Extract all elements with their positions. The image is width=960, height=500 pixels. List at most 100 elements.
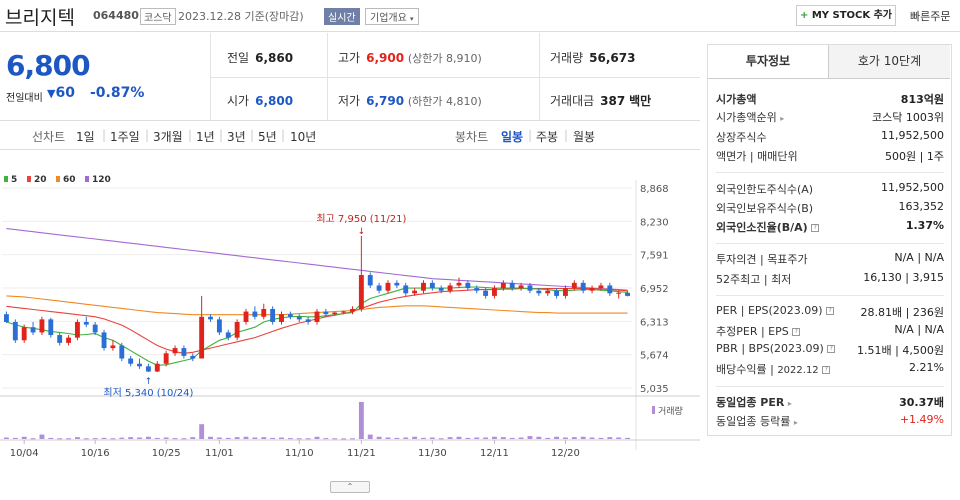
volume-bar [500,437,506,439]
candle-body [429,282,435,289]
arrow-right-icon: ▸ [780,114,785,123]
volume-bar [145,436,151,439]
candle-body [447,285,453,291]
volume-bar [66,438,71,440]
candle-body [376,285,382,291]
market-badge: 코스닥 [140,8,176,25]
volume-bar [234,437,240,439]
w52-high-value: 16,130 [863,271,902,284]
stock-chart[interactable]: 5 20 60 120 8,868 8,230 7,591 6,952 6,313 5,674 5,… [0,150,700,490]
period-5y[interactable]: 5년 [258,130,277,144]
candle-daily[interactable]: 일봉 [501,130,524,144]
period-10y[interactable]: 10년 [290,130,317,144]
sector-per-row: 동일업종 PER ▸ 30.37배 [716,394,944,410]
legend-label: 5 [11,175,17,185]
foreign-ratio-value: 1.37% [905,219,944,232]
w52-low-value: 3,915 [912,271,945,284]
volume-bar [190,437,196,439]
dividend-row: 배당수익률 | 2022.12 ? 2.21% [716,361,944,376]
period-3y[interactable]: 3년 [227,130,246,144]
market-cap-label: 시가총액 [716,93,757,106]
period-1w[interactable]: 1주일 [110,130,140,144]
period-1y[interactable]: 1년 [196,130,215,144]
volume-bar [101,437,107,439]
candle-body [199,316,205,359]
open-value: 6,800 [255,94,294,108]
candle-body [509,282,515,289]
low-price: 저가 6,790 (하한가 4,810) [338,92,482,109]
help-icon[interactable]: ? [822,366,831,374]
low-value: 6,790 [366,94,405,108]
realtime-button[interactable]: 실시간 [324,8,360,25]
chart-collapse-button[interactable]: ⌃ [330,481,370,493]
legend-label: 20 [34,175,47,185]
candle-body [279,314,284,322]
candle-body [154,363,160,372]
price-change-pct: -0.87% [90,85,145,101]
help-icon[interactable]: ? [792,328,801,336]
volume-bar [48,437,54,439]
est-eps-label: EPS [768,325,789,338]
candle-body [261,308,267,317]
trade-unit-label: 매매단위 [757,150,798,163]
volume-bar [21,436,27,439]
candle-body [545,290,551,294]
volume-bar [554,436,560,439]
candle-body [421,282,426,291]
candle-body [163,353,169,364]
volume-bar [509,437,515,439]
amount-value: 387 [600,94,626,108]
separator: | [281,128,286,142]
prev-close-label: 전일 [227,51,250,65]
x-tick-label: 10/16 [81,448,110,459]
volume-bar [385,437,391,439]
side-tabs: 투자정보 호가 10단계 [708,45,951,79]
volume-bar [527,436,533,439]
tab-invest-info[interactable]: 투자정보 [708,45,829,79]
foreign-limit-label: 외국인한도주식수(A) [716,183,814,196]
w52-row: 52주최고 | 최저 16,130 | 3,915 [716,271,945,286]
candle-body [474,288,480,291]
separator: | [250,128,255,142]
target-value: N/A [924,251,944,264]
candle-monthly[interactable]: 월봉 [573,130,596,144]
divider [716,172,944,173]
market-cap-value: 813억원 [900,93,944,106]
candle-body [394,282,400,286]
volume-bar [518,437,524,439]
low-label: 저가 [338,94,361,108]
help-icon[interactable]: ? [811,224,820,232]
upper-limit: (상한가 8,910) [407,52,482,65]
period-1d[interactable]: 1일 [76,130,95,144]
volume-bar [154,437,160,439]
candle-body [190,355,196,359]
quick-order-link[interactable]: 빠른주문 [910,10,951,23]
company-overview-dropdown[interactable]: 기업개요 ▾ [365,8,419,25]
arrow-right-icon: ▸ [787,399,792,408]
eps-value: 236원 [912,306,944,319]
period-3m[interactable]: 3개월 [153,130,183,144]
tab-quote-10[interactable]: 호가 10단계 [829,45,950,79]
help-icon[interactable]: ? [827,345,836,353]
bps-value: 4,500원 [902,344,944,357]
volume-bar [225,437,231,439]
trade-amount: 거래대금 387 백만 [550,92,651,109]
volume-bar [110,438,116,440]
x-tick-label: 12/20 [551,448,580,459]
separator: | [145,128,150,142]
y-tick-label: 8,230 [640,217,669,228]
divider [716,295,944,296]
help-icon[interactable]: ? [826,307,835,315]
open-price: 시가 6,800 [227,92,293,109]
prev-close-value: 6,860 [255,51,294,65]
candle-body [385,282,391,291]
volume-bar [341,438,347,440]
change-label: 전일대비 [6,93,43,104]
candle-weekly[interactable]: 주봉 [536,130,559,144]
legend-swatch [85,176,89,182]
divider [211,77,700,78]
x-tick-label: 11/30 [418,448,447,459]
candle-body [66,337,71,343]
foreign-limit-value: 11,952,500 [881,181,944,194]
my-stock-add-button[interactable]: + MY STOCK 추가 [796,5,896,26]
